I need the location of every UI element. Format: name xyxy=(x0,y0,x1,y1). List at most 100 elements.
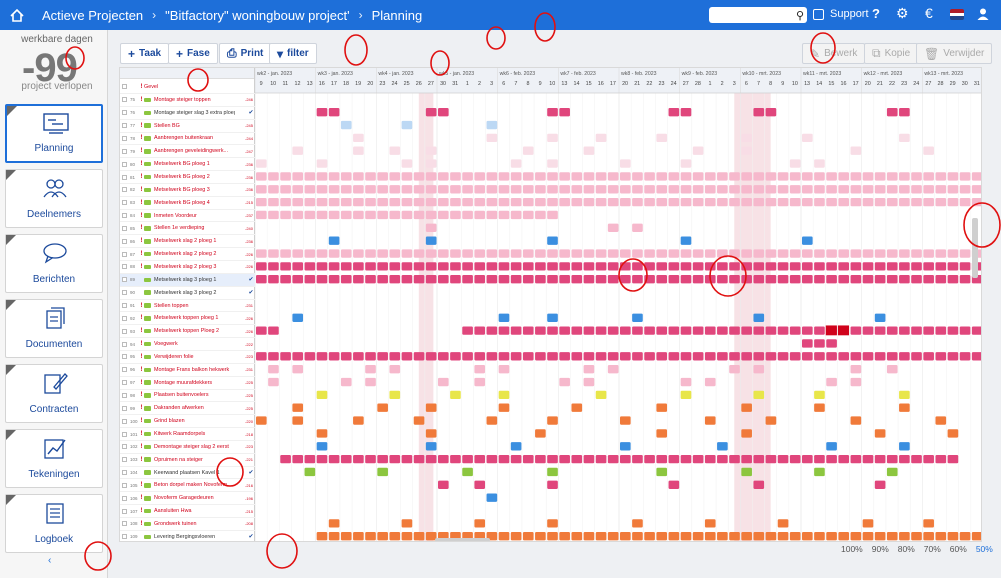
envelope-icon[interactable] xyxy=(144,470,151,475)
envelope-icon[interactable] xyxy=(144,444,151,450)
row-checkbox[interactable] xyxy=(122,405,127,411)
copy-button[interactable]: ⧉ Kopie xyxy=(864,43,919,64)
support-checkbox[interactable] xyxy=(813,9,824,20)
row-checkbox[interactable] xyxy=(122,123,127,129)
search-icon[interactable]: ⚲ xyxy=(795,10,804,22)
row-checkbox[interactable] xyxy=(122,251,127,257)
zoom-option[interactable]: 100% xyxy=(841,544,863,554)
envelope-icon[interactable] xyxy=(144,521,151,527)
row-checkbox[interactable] xyxy=(122,174,127,180)
task-row[interactable]: 80! Metselwerk BG ploeg 1 -236 xyxy=(120,158,255,172)
envelope-icon[interactable] xyxy=(144,316,151,321)
row-checkbox[interactable] xyxy=(122,84,127,90)
envelope-icon[interactable] xyxy=(144,200,151,205)
task-row[interactable]: 104 Keerwand plaatsen Kavel 1 ✔ xyxy=(120,467,255,480)
row-checkbox[interactable] xyxy=(122,200,127,206)
row-checkbox[interactable] xyxy=(122,392,127,398)
envelope-icon[interactable] xyxy=(144,534,151,540)
row-checkbox[interactable] xyxy=(122,277,127,283)
row-checkbox[interactable] xyxy=(122,367,127,373)
envelope-icon[interactable] xyxy=(144,483,151,488)
row-checkbox[interactable] xyxy=(122,431,127,437)
breadcrumb-project[interactable]: "Bitfactory" woningbouw project' xyxy=(165,7,350,23)
phase-row[interactable]: ! Gevel xyxy=(120,81,255,94)
task-row[interactable]: 79! Aanbrengen geveleidingwerk... -247 xyxy=(120,145,255,159)
task-row[interactable]: 84! Inmeten Voordeur -237 xyxy=(120,210,255,223)
euro-icon[interactable]: € xyxy=(925,5,933,21)
nav-logboek[interactable]: Logboek xyxy=(5,494,103,553)
envelope-icon[interactable] xyxy=(144,328,151,334)
nav-contracten[interactable]: Contracten xyxy=(5,364,103,423)
task-row[interactable]: 102! Demontage steiger slag 2 eerst -223 xyxy=(120,441,255,454)
task-row[interactable]: 91! Stellen toppen -231 xyxy=(120,300,255,313)
row-checkbox[interactable] xyxy=(122,508,127,514)
envelope-icon[interactable] xyxy=(144,496,151,501)
row-checkbox[interactable] xyxy=(122,457,127,463)
task-row[interactable]: 89 Metselwerk slag 3 ploeg 1 ✔ xyxy=(120,273,255,287)
task-row[interactable]: 75! Montage steiger toppen -246 xyxy=(120,94,255,107)
row-checkbox[interactable] xyxy=(122,354,127,360)
row-checkbox[interactable] xyxy=(122,264,127,270)
nav-deelnemers[interactable]: Deelnemers xyxy=(5,169,103,228)
envelope-icon[interactable] xyxy=(144,149,151,154)
task-row[interactable]: 76 Montage steiger slag 3 extra ploeg ✔ xyxy=(120,107,255,120)
envelope-icon[interactable] xyxy=(144,367,151,373)
filter-button[interactable]: ▾ filter xyxy=(269,43,317,64)
task-row[interactable]: 94! Voegwerk -222 xyxy=(120,338,255,351)
envelope-icon[interactable] xyxy=(144,290,151,295)
task-row[interactable]: 101! Kitwerk Raamdorpels -218 xyxy=(120,428,255,441)
task-row[interactable]: 96! Montage Frans balkon hekwerk -231 xyxy=(120,364,255,377)
user-icon[interactable] xyxy=(976,7,990,21)
envelope-icon[interactable] xyxy=(144,406,151,411)
row-checkbox[interactable] xyxy=(122,328,127,334)
task-row[interactable]: 81! Metselwerk BG ploeg 2 -236 xyxy=(120,171,255,184)
envelope-icon[interactable] xyxy=(144,136,151,141)
support-link[interactable]: Support xyxy=(830,8,869,20)
envelope-icon[interactable] xyxy=(144,110,151,116)
home-icon[interactable] xyxy=(8,6,26,24)
envelope-icon[interactable] xyxy=(144,226,151,231)
task-row[interactable]: 106! Novoferm Garagedeuren -196 xyxy=(120,492,255,506)
envelope-icon[interactable] xyxy=(144,508,151,514)
envelope-icon[interactable] xyxy=(144,341,151,347)
task-row[interactable]: 90 Metselwerk slag 3 ploeg 2 ✔ xyxy=(120,287,255,300)
flag-nl-icon[interactable] xyxy=(950,9,964,20)
envelope-icon[interactable] xyxy=(144,303,151,308)
envelope-icon[interactable] xyxy=(144,418,151,424)
row-checkbox[interactable] xyxy=(122,418,127,424)
row-checkbox[interactable] xyxy=(122,303,127,309)
print-button[interactable]: ⎙ Print xyxy=(219,43,272,64)
zoom-option[interactable]: 50% xyxy=(975,544,993,554)
row-checkbox[interactable] xyxy=(122,213,127,219)
envelope-icon[interactable] xyxy=(144,239,151,244)
zoom-option[interactable]: 90% xyxy=(871,544,889,554)
row-checkbox[interactable] xyxy=(122,444,127,450)
row-checkbox[interactable] xyxy=(122,110,127,116)
row-checkbox[interactable] xyxy=(122,187,127,193)
nav-berichten[interactable]: Berichten xyxy=(5,234,103,293)
task-row[interactable]: 82! Metselwerk BG ploeg 3 -236 xyxy=(120,184,255,197)
add-phase-button[interactable]: + Fase xyxy=(168,43,218,64)
breadcrumb-projects[interactable]: Actieve Projecten xyxy=(42,7,144,23)
row-checkbox[interactable] xyxy=(122,341,127,347)
task-row[interactable]: 98! Plaatsen buitenvoelers -225 xyxy=(120,390,255,403)
task-row[interactable]: 99! Dakranden afwerken -225 xyxy=(120,402,255,416)
task-row[interactable]: 87! Metselwerk slag 2 ploeg 2 -226 xyxy=(120,248,255,262)
envelope-icon[interactable] xyxy=(144,277,151,283)
row-checkbox[interactable] xyxy=(122,315,127,321)
envelope-icon[interactable] xyxy=(144,251,151,257)
row-checkbox[interactable] xyxy=(122,380,127,386)
task-row[interactable]: 95! Verwijderen folie -223 xyxy=(120,351,255,364)
help-icon[interactable]: ? xyxy=(872,6,880,21)
row-checkbox[interactable] xyxy=(122,482,127,488)
task-row[interactable]: 97! Montage muurafdekkers -225 xyxy=(120,377,255,390)
nav-tekeningen[interactable]: Tekeningen xyxy=(5,429,103,488)
zoom-option[interactable]: 60% xyxy=(949,544,967,554)
envelope-icon[interactable] xyxy=(144,213,151,218)
envelope-icon[interactable] xyxy=(144,123,151,128)
envelope-icon[interactable] xyxy=(144,264,151,270)
task-row[interactable]: 103! Opruimen na steiger -221 xyxy=(120,454,255,467)
row-checkbox[interactable] xyxy=(122,521,127,527)
envelope-icon[interactable] xyxy=(144,174,151,180)
task-row[interactable]: 77! Stellen BG -245 xyxy=(120,120,255,133)
